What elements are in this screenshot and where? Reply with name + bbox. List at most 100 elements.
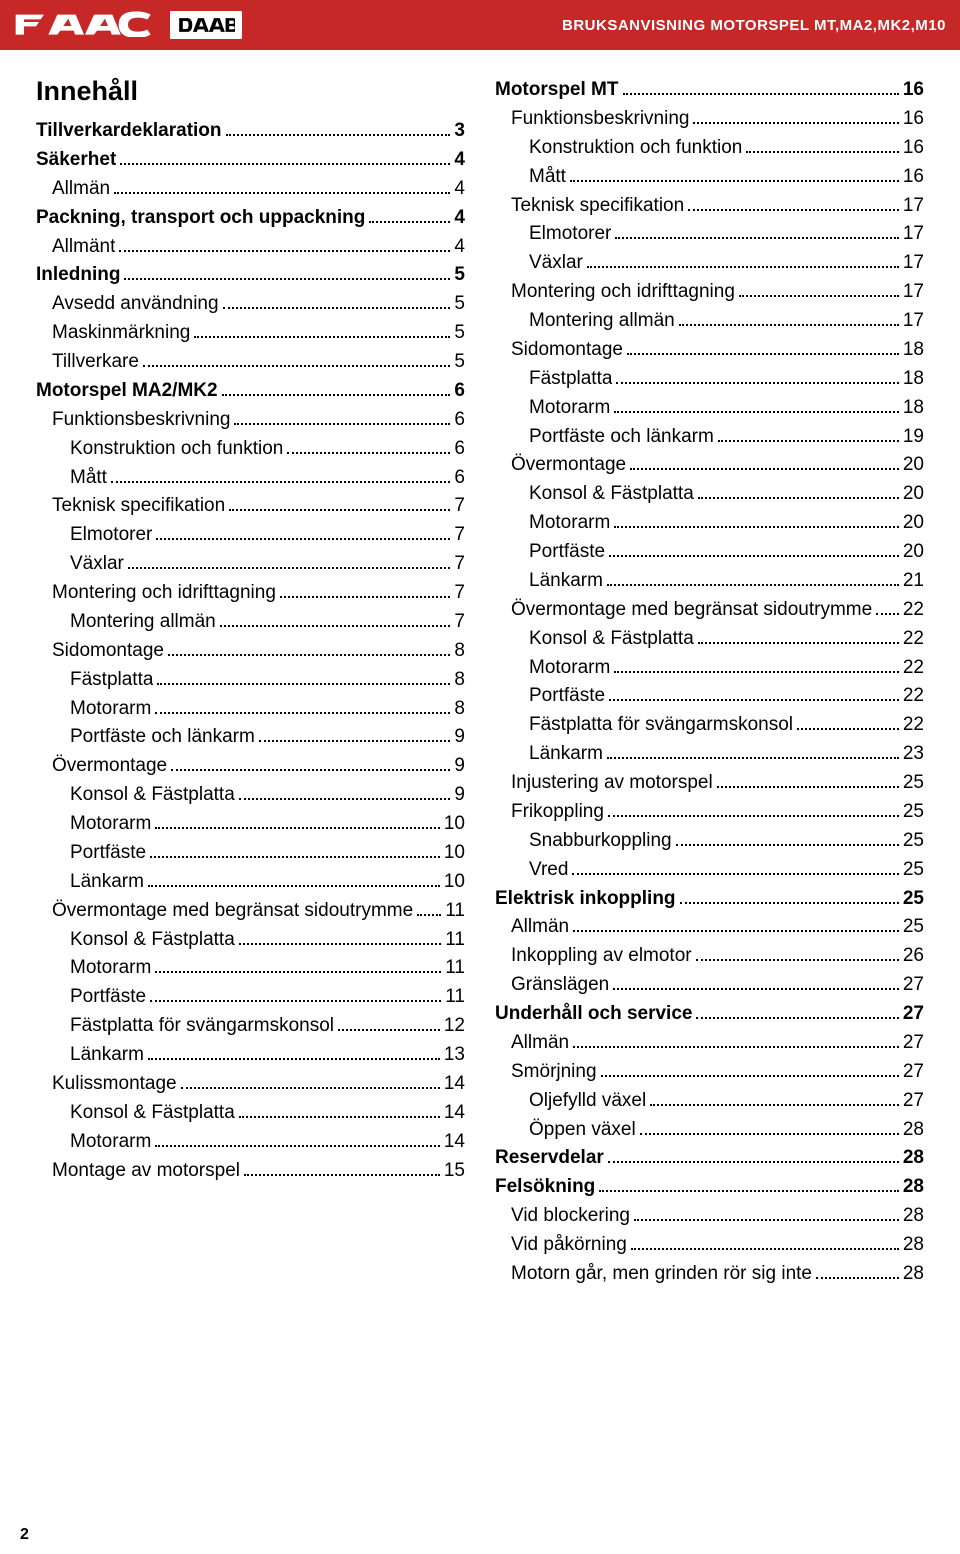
toc-leader-dots xyxy=(150,856,440,858)
toc-leader-dots xyxy=(280,596,451,598)
toc-entry: Mått 6 xyxy=(36,464,465,493)
toc-entry: Packning, transport och uppackning 4 xyxy=(36,204,465,233)
toc-leader-dots xyxy=(155,712,450,714)
toc-entry-page: 10 xyxy=(444,810,465,839)
toc-entry-page: 18 xyxy=(903,336,924,365)
toc-entry: Montering och idrifttagning 7 xyxy=(36,579,465,608)
toc-leader-dots xyxy=(739,295,899,297)
toc-leader-dots xyxy=(650,1104,899,1106)
toc-entry-page: 27 xyxy=(903,1058,924,1087)
toc-entry: Konsol & Fästplatta 14 xyxy=(36,1099,465,1128)
toc-entry: Växlar 17 xyxy=(495,249,924,278)
toc-entry-label: Underhåll och service xyxy=(495,1000,692,1029)
toc-entry-label: Fästplatta för svängarmskonsol xyxy=(70,1012,334,1041)
toc-entry-label: Övermontage med begränsat sidoutrymme xyxy=(52,897,413,926)
toc-leader-dots xyxy=(676,844,899,846)
toc-entry: Fästplatta 18 xyxy=(495,365,924,394)
toc-leader-dots xyxy=(609,555,899,557)
toc-entry-label: Elmotorer xyxy=(529,220,611,249)
toc-entry: Montering allmän 7 xyxy=(36,608,465,637)
toc-entry-label: Växlar xyxy=(70,550,124,579)
toc-entry-label: Felsökning xyxy=(495,1173,595,1202)
toc-leader-dots xyxy=(614,526,899,528)
toc-entry: Sidomontage 8 xyxy=(36,637,465,666)
toc-entry-label: Injustering av motorspel xyxy=(511,769,713,798)
toc-entry-label: Fästplatta xyxy=(529,365,612,394)
toc-entry-label: Reservdelar xyxy=(495,1144,604,1173)
toc-entry-label: Öppen växel xyxy=(529,1116,636,1145)
toc-leader-dots xyxy=(157,683,450,685)
toc-entry: Portfäste 20 xyxy=(495,538,924,567)
toc-leader-dots xyxy=(608,815,899,817)
toc-entry-label: Teknisk specifikation xyxy=(511,192,684,221)
toc-entry: Allmän 27 xyxy=(495,1029,924,1058)
toc-leader-dots xyxy=(640,1133,899,1135)
toc-leader-dots xyxy=(417,914,441,916)
toc-entry-page: 4 xyxy=(454,175,465,204)
toc-entry: Tillverkardeklaration 3 xyxy=(36,117,465,146)
toc-entry-page: 17 xyxy=(903,220,924,249)
toc-entry-label: Motorarm xyxy=(70,1128,151,1157)
toc-entry-label: Sidomontage xyxy=(511,336,623,365)
toc-leader-dots xyxy=(155,1145,440,1147)
toc-entry: Montering allmän 17 xyxy=(495,307,924,336)
toc-leader-dots xyxy=(696,1017,898,1019)
toc-leader-dots xyxy=(718,440,899,442)
toc-entry-label: Funktionsbeskrivning xyxy=(511,105,689,134)
toc-leader-dots xyxy=(696,959,899,961)
toc-entry-page: 15 xyxy=(444,1157,465,1186)
toc-entry: Funktionsbeskrivning 16 xyxy=(495,105,924,134)
toc-leader-dots xyxy=(143,365,451,367)
toc-entry: Inledning 5 xyxy=(36,261,465,290)
toc-entry: Portfäste 11 xyxy=(36,983,465,1012)
toc-leader-dots xyxy=(155,971,441,973)
toc-entry-label: Fästplatta för svängarmskonsol xyxy=(529,711,793,740)
toc-entry: Länkarm 21 xyxy=(495,567,924,596)
toc-leader-dots xyxy=(601,1075,899,1077)
toc-entry-label: Motorspel MT xyxy=(495,76,619,105)
page: BRUKSANVISNING MOTORSPEL MT,MA2,MK2,M10 … xyxy=(0,0,960,1554)
toc-entry-page: 3 xyxy=(454,117,465,146)
toc-entry: Snabburkoppling 25 xyxy=(495,827,924,856)
toc-entry-page: 7 xyxy=(454,492,465,521)
toc-leader-dots xyxy=(688,209,899,211)
toc-entry: Motorspel MA2/MK2 6 xyxy=(36,377,465,406)
toc-entry-page: 10 xyxy=(444,868,465,897)
toc-entry-page: 28 xyxy=(903,1173,924,1202)
toc-entry-label: Portfäste xyxy=(70,839,146,868)
toc-entry: Övermontage 9 xyxy=(36,752,465,781)
toc-entry-label: Säkerhet xyxy=(36,146,116,175)
toc-entry-page: 4 xyxy=(454,204,465,233)
toc-entry-label: Snabburkoppling xyxy=(529,827,672,856)
toc-entry: Fästplatta för svängarmskonsol 22 xyxy=(495,711,924,740)
toc-entry: Reservdelar 28 xyxy=(495,1144,924,1173)
toc-entry-page: 6 xyxy=(454,435,465,464)
toc-entry-label: Tillverkardeklaration xyxy=(36,117,222,146)
toc-entry: Teknisk specifikation 17 xyxy=(495,192,924,221)
toc-column-left: Innehåll Tillverkardeklaration 3Säkerhet… xyxy=(36,76,465,1289)
toc-entry-page: 18 xyxy=(903,365,924,394)
toc-entry: Allmän 25 xyxy=(495,913,924,942)
toc-entry-label: Motorn går, men grinden rör sig inte xyxy=(511,1260,812,1289)
toc-entry: Portfäste och länkarm 19 xyxy=(495,423,924,452)
toc-entry-label: Inkoppling av elmotor xyxy=(511,942,692,971)
toc-leader-dots xyxy=(124,278,450,280)
toc-entry-page: 6 xyxy=(454,377,465,406)
toc-entry: Konsol & Fästplatta 9 xyxy=(36,781,465,810)
toc-entry: Elmotorer 17 xyxy=(495,220,924,249)
toc-entry-page: 7 xyxy=(454,608,465,637)
toc-leader-dots xyxy=(168,654,450,656)
toc-entry-page: 7 xyxy=(454,521,465,550)
toc-entry: Maskinmärkning 5 xyxy=(36,319,465,348)
toc-entry-label: Oljefylld växel xyxy=(529,1087,646,1116)
toc-entry-page: 20 xyxy=(903,480,924,509)
toc-entry-label: Motorarm xyxy=(529,394,610,423)
toc-entry-label: Övermontage xyxy=(511,451,626,480)
toc-leader-dots xyxy=(613,988,899,990)
toc-entry-page: 18 xyxy=(903,394,924,423)
toc-entry-page: 8 xyxy=(454,666,465,695)
toc-entry-page: 28 xyxy=(903,1260,924,1289)
toc-entry: Konstruktion och funktion 6 xyxy=(36,435,465,464)
toc-entry-page: 28 xyxy=(903,1202,924,1231)
toc-entry-page: 4 xyxy=(454,233,465,262)
